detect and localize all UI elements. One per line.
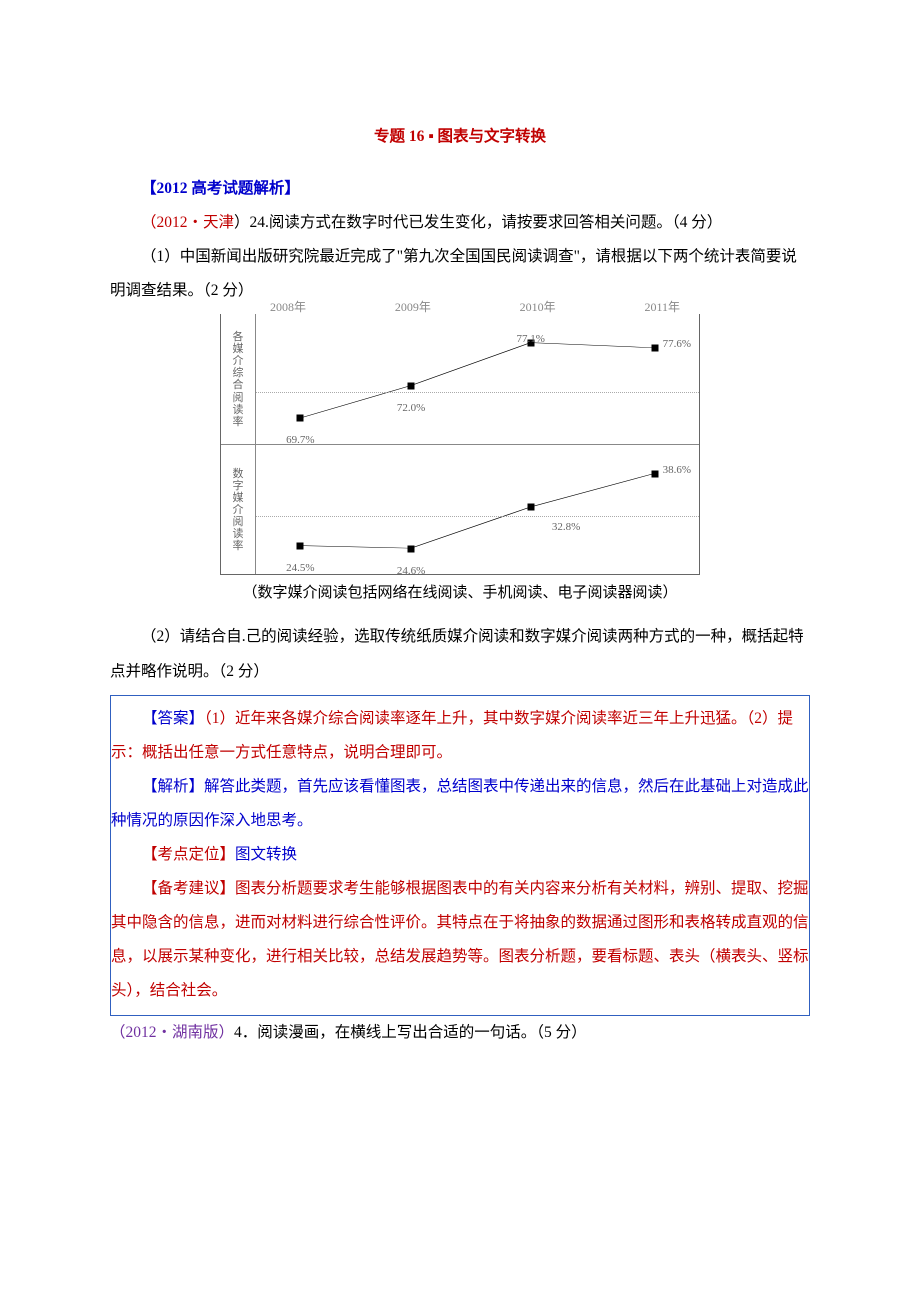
panel2-plot: 24.5%24.6%32.8%38.6% <box>256 445 699 574</box>
ylabel-char: 合 <box>233 379 244 391</box>
analysis-text: 解答此类题，首先应该看懂图表，总结图表中传递出来的信息，然后在此基础上对造成此种… <box>111 778 809 829</box>
ylabel-char: 介 <box>233 355 244 367</box>
data-point <box>297 415 304 422</box>
grid-line <box>256 516 699 517</box>
analysis-tag: 【解析】 <box>142 778 204 795</box>
section-header: 【2012 高考试题解析】 <box>110 172 810 206</box>
reading-survey-chart: 2008年2009年2010年2011年 各媒介综合阅读率 69.7%72.0%… <box>220 314 700 575</box>
data-point-label: 77.1% <box>516 327 544 351</box>
ylabel-char: 综 <box>233 367 244 379</box>
suggestion-line: 【备考建议】图表分析题要求考生能够根据图表中的有关内容来分析有关材料，辨别、提取… <box>111 872 809 1008</box>
data-point-label: 77.6% <box>663 332 691 356</box>
data-point <box>651 470 658 477</box>
analysis-line: 【解析】解答此类题，首先应该看懂图表，总结图表中传递出来的信息，然后在此基础上对… <box>111 770 809 838</box>
chart-frame: 各媒介综合阅读率 69.7%72.0%77.1%77.6% 数字媒介阅读率 24… <box>220 314 700 575</box>
answer-box: 【答案】（1）近年来各媒介综合阅读率逐年上升，其中数字媒介阅读率近三年上升迅猛。… <box>110 695 810 1016</box>
ylabel-char: 读 <box>233 528 244 540</box>
data-point-label: 72.0% <box>397 396 425 420</box>
ylabel-char: 读 <box>233 404 244 416</box>
q2-source-full: （2012・湖南版） <box>110 1024 234 1041</box>
q1-rest: ）24.阅读方式在数字时代已发生变化，请按要求回答相关问题。（4 分） <box>234 214 722 231</box>
data-point-label: 24.6% <box>397 559 425 583</box>
ylabel-char: 媒 <box>233 343 244 355</box>
question-1-main: （2012・天津）24.阅读方式在数字时代已发生变化，请按要求回答相关问题。（4… <box>110 206 810 240</box>
data-point-label: 24.5% <box>286 556 314 580</box>
position-line: 【考点定位】图文转换 <box>111 838 809 872</box>
ylabel-char: 数 <box>233 468 244 480</box>
ylabel-char: 阅 <box>233 392 244 404</box>
data-point <box>408 382 415 389</box>
data-point <box>408 545 415 552</box>
answer-text-1: （1）近年来各媒介综合阅读率逐年上升，其中数字媒介阅读率近三年上升迅猛。（2）提… <box>111 710 793 761</box>
ylabel-char: 阅 <box>233 516 244 528</box>
answer-tag: 【答案】 <box>142 710 204 727</box>
data-point <box>527 504 534 511</box>
ylabel-char: 媒 <box>233 492 244 504</box>
q1-prefix: （2012・ <box>141 214 203 231</box>
question-2-main: （2012・湖南版）4．阅读漫画，在横线上写出合适的一句话。（5 分） <box>110 1016 810 1050</box>
topic-title: 专题 16 ▪ 图表与文字转换 <box>110 120 810 154</box>
panel2-lines <box>256 445 699 574</box>
ylabel-char: 率 <box>233 416 244 428</box>
ylabel-char: 介 <box>233 504 244 516</box>
data-point <box>651 345 658 352</box>
data-point-label: 32.8% <box>552 515 580 539</box>
panel1-plot: 69.7%72.0%77.1%77.6% <box>256 314 699 444</box>
q1-source: 天津 <box>203 214 234 231</box>
chart-caption: （数字媒介阅读包括网络在线阅读、手机阅读、电子阅读器阅读） <box>110 577 810 610</box>
panel1-ylabel: 各媒介综合阅读率 <box>221 314 256 444</box>
q2-body: 4．阅读漫画，在横线上写出合适的一句话。（5 分） <box>234 1024 587 1041</box>
chart-panel-1: 各媒介综合阅读率 69.7%72.0%77.1%77.6% <box>221 314 699 444</box>
grid-line <box>256 392 699 393</box>
ylabel-char: 各 <box>233 331 244 343</box>
suggestion-text: 图表分析题要求考生能够根据图表中的有关内容来分析有关材料，辨别、提取、挖掘其中隐… <box>111 880 809 999</box>
data-point <box>297 543 304 550</box>
position-text: 图文转换 <box>235 846 297 863</box>
suggestion-tag: 【备考建议】 <box>142 880 235 897</box>
chart-panel-2: 数字媒介阅读率 24.5%24.6%32.8%38.6% <box>221 444 699 574</box>
ylabel-char: 字 <box>233 480 244 492</box>
panel2-ylabel: 数字媒介阅读率 <box>221 445 256 574</box>
ylabel-char: 率 <box>233 540 244 552</box>
panel1-lines <box>256 314 699 444</box>
data-point-label: 38.6% <box>663 458 691 482</box>
question-1-sub2: （2）请结合自.己的阅读经验，选取传统纸质媒介阅读和数字媒介阅读两种方式的一种，… <box>110 620 810 688</box>
answer-line-1: 【答案】（1）近年来各媒介综合阅读率逐年上升，其中数字媒介阅读率近三年上升迅猛。… <box>111 702 809 770</box>
position-tag: 【考点定位】 <box>142 846 235 863</box>
